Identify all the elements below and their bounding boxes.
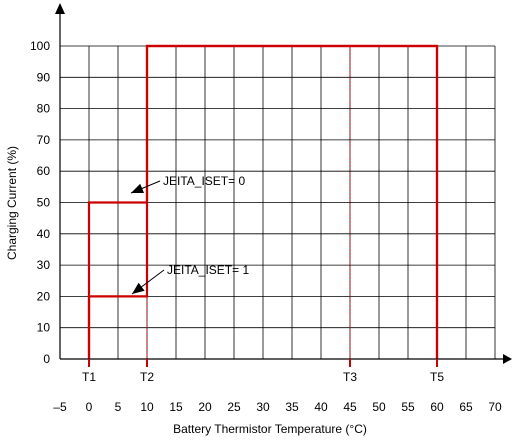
annotation-arrowhead: [132, 282, 145, 294]
x-tick-label: 65: [459, 400, 473, 414]
series-line-1: [87, 44, 439, 359]
y-tick-label: 60: [37, 164, 51, 178]
annotation-arrowhead: [131, 183, 144, 194]
y-tick-label: 80: [37, 102, 51, 116]
threshold-label: T5: [430, 370, 444, 384]
annotation-label: JEITA_ISET= 0: [163, 174, 245, 188]
x-axis-arrow: [503, 354, 512, 364]
y-tick-label: 40: [37, 227, 51, 241]
y-tick-label: 10: [37, 321, 51, 335]
x-tick-label: 55: [401, 400, 415, 414]
x-tick-label: 5: [115, 400, 122, 414]
x-tick-label: 15: [169, 400, 183, 414]
x-tick-label: 0: [86, 400, 93, 414]
y-tick-label: 100: [30, 39, 50, 53]
y-tick-label: 20: [37, 289, 51, 303]
x-tick-label: 10: [140, 400, 154, 414]
threshold-label: T1: [82, 370, 96, 384]
threshold-label: T2: [140, 370, 154, 384]
y-tick-label: 90: [37, 70, 51, 84]
axes: [55, 3, 512, 367]
x-tick-label: 25: [227, 400, 241, 414]
tick-labels: –5 0 5 10 15 20 25 30 35 40 45 50 55 60 65 70 0 10 20 30 40 5…: [30, 39, 502, 414]
y-axis-arrow: [55, 3, 65, 14]
threshold-label: T3: [343, 370, 357, 384]
x-tick-label: 40: [314, 400, 328, 414]
x-tick-label: 45: [343, 400, 357, 414]
x-tick-label: 35: [285, 400, 299, 414]
x-tick-label: 60: [430, 400, 444, 414]
y-tick-label: 70: [37, 133, 51, 147]
y-tick-label: 0: [43, 352, 50, 366]
x-tick-label: 30: [256, 400, 270, 414]
y-tick-label: 50: [37, 196, 51, 210]
annotation-label: JEITA_ISET= 1: [167, 263, 249, 277]
x-tick-label: 50: [372, 400, 386, 414]
series-group: [87, 44, 439, 359]
y-axis-title: Charging Current (%): [5, 146, 19, 260]
x-tick-label: 70: [488, 400, 502, 414]
x-tick-label: –5: [53, 400, 67, 414]
x-axis-title: Battery Thermistor Temperature (°C): [173, 422, 367, 436]
x-tick-label: 20: [198, 400, 212, 414]
annotations: JEITA_ISET= 0 JEITA_ISET= 1: [130, 174, 249, 295]
y-tick-label: 30: [37, 258, 51, 272]
